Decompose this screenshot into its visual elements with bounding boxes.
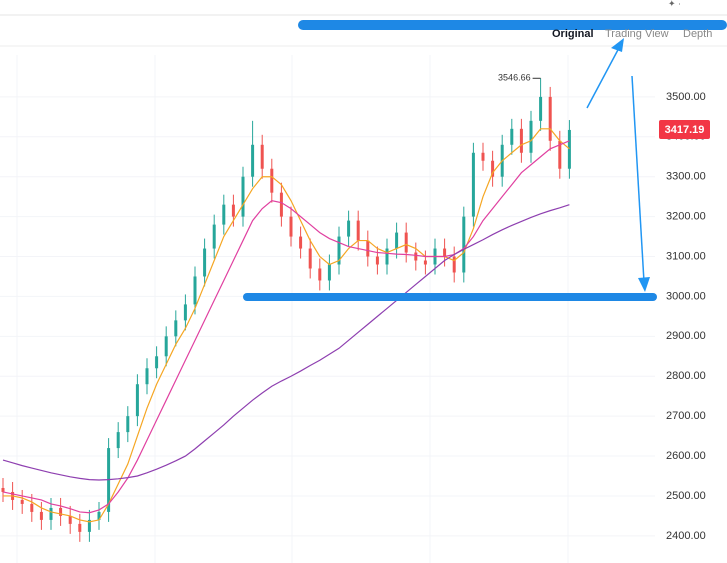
tab-trading-view[interactable]: Trading View: [605, 28, 669, 40]
candle-body: [519, 128, 523, 153]
y-tick-label: 2800.00: [666, 370, 706, 382]
arrow-down: [631, 75, 650, 292]
candle-body: [337, 236, 341, 265]
candle-body: [347, 220, 351, 237]
arrow-shaft: [631, 75, 645, 283]
candle-body: [481, 152, 485, 161]
candle-body: [68, 515, 72, 524]
candle-body: [443, 248, 447, 257]
candle-body: [212, 224, 216, 249]
candle-body: [318, 268, 322, 281]
candle-body: [59, 507, 63, 516]
candle-body: [193, 276, 197, 305]
arrow-shaft: [586, 45, 621, 109]
support-line: [243, 293, 657, 301]
candle-body: [49, 507, 53, 520]
candle-body: [452, 256, 456, 273]
y-tick-label: 2500.00: [666, 490, 706, 502]
arrow-head: [611, 38, 624, 52]
candle-body: [558, 140, 562, 169]
candle-body: [164, 336, 168, 357]
candle-body: [510, 128, 514, 145]
candle-body: [135, 384, 139, 417]
y-tick-label: 2900.00: [666, 330, 706, 342]
candle-body: [471, 152, 475, 217]
tab-depth[interactable]: Depth: [683, 28, 712, 40]
candle-body: [539, 96, 543, 121]
arrow-up: [586, 38, 624, 109]
candle-body: [155, 356, 159, 369]
tab-original[interactable]: Original: [552, 28, 594, 40]
y-tick-label: 2700.00: [666, 410, 706, 422]
candle-body: [567, 129, 571, 169]
candle-body: [327, 264, 331, 281]
highlight-bar: [298, 20, 727, 30]
plot: 2400.00 2500.00 2600.00 2700.00 2800.00 2900.…: [0, 73, 706, 542]
y-tick-label: 3100.00: [666, 250, 706, 262]
y-tick-label: 3300.00: [666, 171, 706, 183]
candle-body: [145, 368, 149, 385]
candle-body: [78, 523, 82, 532]
candle-body: [222, 204, 226, 225]
candle-body: [97, 511, 101, 520]
y-tick-label: 2600.00: [666, 450, 706, 462]
y-tick-label: 3500.00: [666, 91, 706, 103]
y-tick-label: 3200.00: [666, 211, 706, 223]
moving-average: [2, 140, 570, 514]
y-tick-label: 2400.00: [666, 530, 706, 542]
candle-body: [404, 232, 408, 253]
candle-body: [414, 252, 418, 261]
candle-body: [356, 220, 360, 241]
candle-body: [87, 519, 91, 532]
max-label: 3546.66: [498, 73, 531, 83]
price-label: 3417.19: [665, 124, 705, 136]
candle-body: [548, 96, 552, 141]
candle-body: [116, 432, 120, 449]
candle-body: [174, 320, 178, 337]
candle-body: [491, 160, 495, 177]
candle-body: [375, 256, 379, 265]
candle-body: [385, 248, 389, 265]
candle-body: [395, 232, 399, 249]
candle-body: [203, 248, 207, 277]
candle-body: [231, 204, 235, 217]
candle-body: [126, 416, 130, 433]
candle-body: [299, 236, 303, 249]
candle-body: [308, 248, 312, 269]
candle-body: [20, 499, 24, 504]
vertical-grid: [16, 55, 569, 563]
candle-body: [423, 260, 427, 265]
candle-body: [241, 176, 245, 217]
candle-body: [366, 240, 370, 257]
candle-body: [462, 216, 466, 273]
candle-body: [30, 503, 34, 512]
arrow-head: [638, 277, 650, 292]
candle-body: [279, 192, 283, 217]
tabs: Original Trading View Depth: [552, 28, 712, 40]
candle-body: [289, 216, 293, 237]
candle-body: [260, 144, 264, 169]
price-label-box: [659, 119, 710, 139]
candle-body: [251, 144, 255, 177]
y-tick-label: 3000.00: [666, 290, 706, 302]
candle-body: [39, 511, 43, 520]
moving-average: [3, 128, 570, 523]
candle-body: [1, 487, 5, 492]
candle-body: [529, 120, 533, 153]
moving-average: [2, 204, 570, 481]
header-icon[interactable]: ✦ ·: [668, 0, 681, 8]
candle-body: [183, 304, 187, 321]
candle-body: [270, 168, 274, 193]
